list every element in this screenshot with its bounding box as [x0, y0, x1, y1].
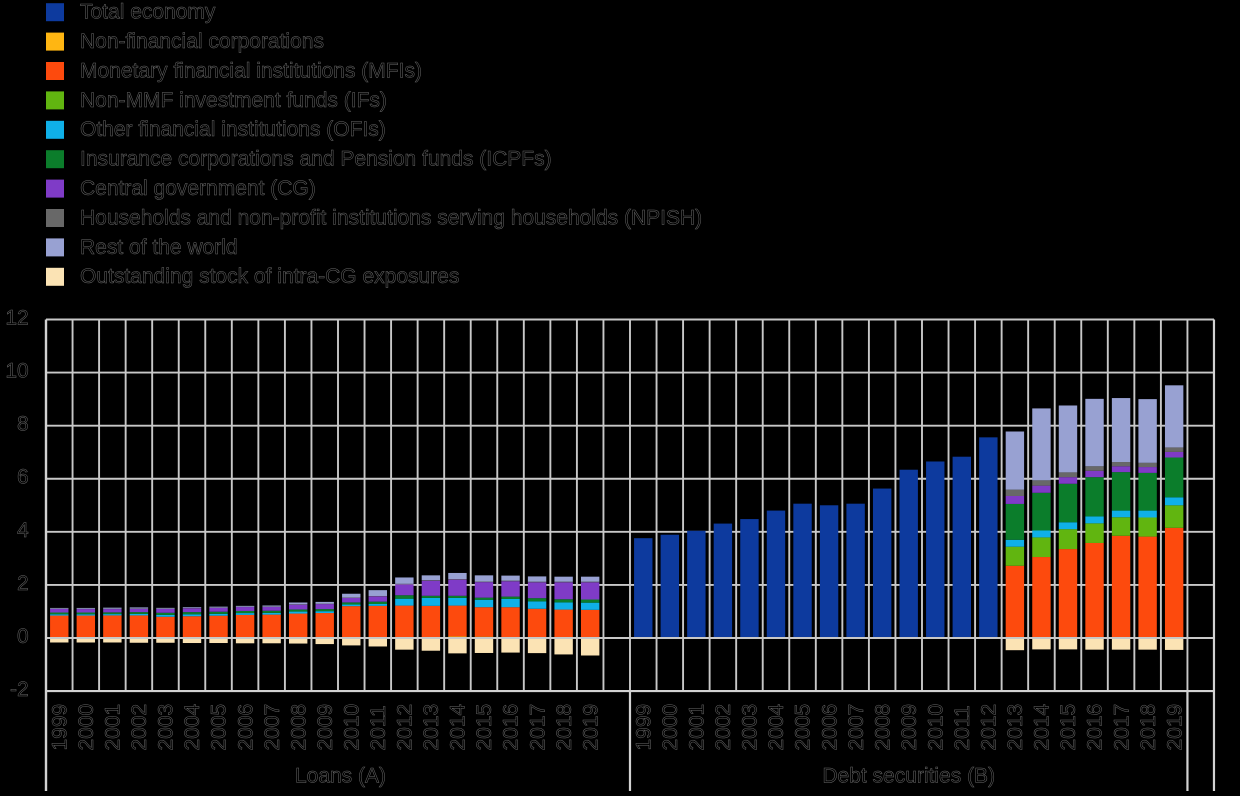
svg-text:2007: 2007	[845, 704, 868, 751]
svg-text:2011: 2011	[951, 705, 974, 750]
svg-text:2000: 2000	[659, 704, 682, 751]
svg-text:2001: 2001	[102, 704, 125, 751]
svg-text:Central government (CG): Central government (CG)	[80, 177, 316, 200]
svg-text:2010: 2010	[924, 704, 947, 751]
svg-text:12: 12	[5, 307, 28, 330]
svg-text:2004: 2004	[181, 703, 204, 750]
svg-text:6: 6	[17, 466, 29, 489]
svg-text:2007: 2007	[261, 704, 284, 751]
svg-text:2019: 2019	[1163, 704, 1186, 751]
svg-text:2011: 2011	[367, 705, 390, 750]
svg-text:Rest of the world: Rest of the world	[80, 236, 238, 259]
svg-text:1999: 1999	[632, 704, 655, 751]
svg-text:2005: 2005	[208, 704, 231, 751]
svg-text:2003: 2003	[739, 704, 762, 751]
svg-text:2002: 2002	[128, 704, 151, 751]
svg-text:2010: 2010	[340, 704, 363, 751]
svg-text:Non-financial corporations: Non-financial corporations	[80, 30, 324, 53]
svg-text:2012: 2012	[978, 704, 1001, 751]
svg-text:Other financial institutions (: Other financial institutions (OFIs)	[80, 118, 386, 141]
svg-text:Households and non-profit inst: Households and non-profit institutions s…	[80, 206, 702, 229]
svg-text:2018: 2018	[553, 704, 576, 751]
svg-text:Non-MMF investment funds (IFs): Non-MMF investment funds (IFs)	[80, 89, 387, 112]
svg-text:2013: 2013	[420, 704, 443, 751]
svg-text:Outstanding stock of intra-CG: Outstanding stock of intra-CG exposures	[80, 265, 459, 288]
svg-text:8: 8	[17, 413, 29, 436]
svg-text:2014: 2014	[447, 703, 470, 750]
svg-text:2001: 2001	[686, 704, 709, 751]
svg-text:Insurance corporations and Pen: Insurance corporations and Pension funds…	[80, 148, 552, 171]
svg-text:2: 2	[17, 572, 29, 595]
svg-text:2006: 2006	[234, 704, 257, 751]
svg-text:2014: 2014	[1031, 703, 1054, 750]
svg-text:2004: 2004	[765, 703, 788, 750]
svg-text:2016: 2016	[500, 704, 523, 751]
svg-text:2015: 2015	[473, 704, 496, 751]
svg-text:Loans (A): Loans (A)	[295, 765, 386, 788]
svg-text:Total economy: Total economy	[80, 1, 216, 24]
svg-text:2013: 2013	[1004, 704, 1027, 751]
svg-text:2016: 2016	[1084, 704, 1107, 751]
svg-text:2006: 2006	[818, 704, 841, 751]
svg-text:0: 0	[17, 625, 29, 648]
svg-text:2012: 2012	[394, 704, 417, 751]
svg-text:2009: 2009	[314, 704, 337, 751]
svg-text:2018: 2018	[1137, 704, 1160, 751]
svg-text:2019: 2019	[579, 704, 602, 751]
svg-text:2009: 2009	[898, 704, 921, 751]
svg-text:-2: -2	[10, 678, 29, 701]
svg-text:2015: 2015	[1057, 704, 1080, 751]
svg-text:1999: 1999	[48, 704, 71, 751]
svg-text:2017: 2017	[526, 704, 549, 751]
svg-text:Monetary financial institution: Monetary financial institutions (MFIs)	[80, 59, 422, 82]
svg-text:4: 4	[17, 519, 29, 542]
svg-text:2003: 2003	[155, 704, 178, 751]
svg-text:2002: 2002	[712, 704, 735, 751]
svg-text:2008: 2008	[871, 704, 894, 751]
svg-text:Debt securities (B): Debt securities (B)	[822, 765, 995, 788]
svg-text:2017: 2017	[1110, 704, 1133, 751]
svg-text:10: 10	[5, 360, 28, 383]
svg-text:2005: 2005	[792, 704, 815, 751]
svg-text:2000: 2000	[75, 704, 98, 751]
svg-text:2008: 2008	[287, 704, 310, 751]
